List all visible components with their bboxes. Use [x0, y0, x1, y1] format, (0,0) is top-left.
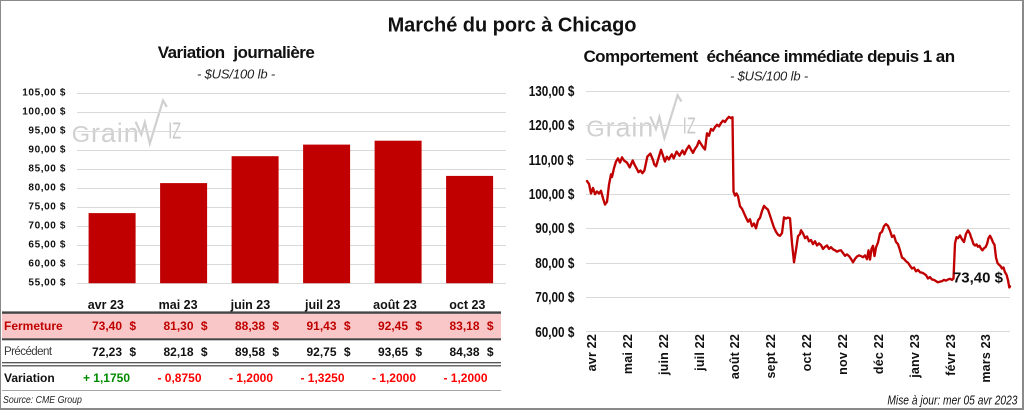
svg-text:IZ: IZ — [683, 114, 696, 139]
svg-text:Grain: Grain — [72, 118, 140, 148]
svg-text:IZ: IZ — [168, 120, 181, 145]
svg-text:Grain: Grain — [586, 113, 654, 143]
